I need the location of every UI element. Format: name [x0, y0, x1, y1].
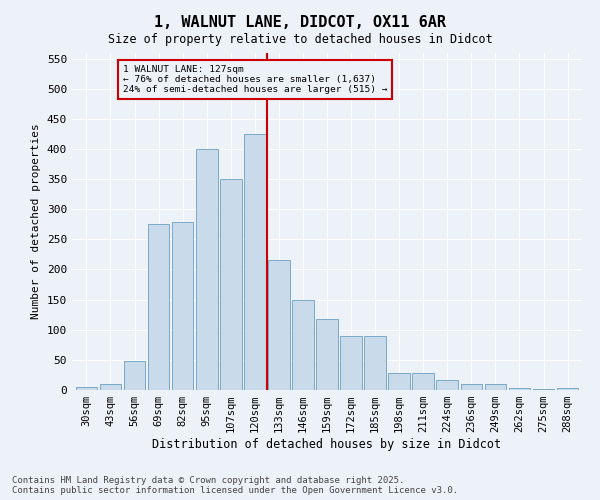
- Bar: [220, 179, 242, 390]
- Bar: [100, 384, 121, 390]
- Bar: [412, 373, 434, 390]
- Bar: [76, 387, 97, 390]
- Bar: [364, 336, 386, 390]
- Bar: [196, 149, 218, 390]
- Y-axis label: Number of detached properties: Number of detached properties: [31, 124, 41, 319]
- Bar: [148, 224, 169, 390]
- Bar: [268, 260, 290, 390]
- Bar: [485, 384, 506, 390]
- Bar: [340, 336, 362, 390]
- Bar: [509, 388, 530, 390]
- Bar: [436, 380, 458, 390]
- X-axis label: Distribution of detached houses by size in Didcot: Distribution of detached houses by size …: [152, 438, 502, 451]
- Bar: [388, 373, 410, 390]
- Text: Contains HM Land Registry data © Crown copyright and database right 2025.
Contai: Contains HM Land Registry data © Crown c…: [12, 476, 458, 495]
- Bar: [316, 320, 338, 390]
- Text: 1, WALNUT LANE, DIDCOT, OX11 6AR: 1, WALNUT LANE, DIDCOT, OX11 6AR: [154, 15, 446, 30]
- Bar: [172, 222, 193, 390]
- Bar: [292, 300, 314, 390]
- Bar: [124, 361, 145, 390]
- Text: 1 WALNUT LANE: 127sqm
← 76% of detached houses are smaller (1,637)
24% of semi-d: 1 WALNUT LANE: 127sqm ← 76% of detached …: [122, 64, 387, 94]
- Bar: [461, 384, 482, 390]
- Bar: [244, 134, 266, 390]
- Bar: [557, 388, 578, 390]
- Text: Size of property relative to detached houses in Didcot: Size of property relative to detached ho…: [107, 32, 493, 46]
